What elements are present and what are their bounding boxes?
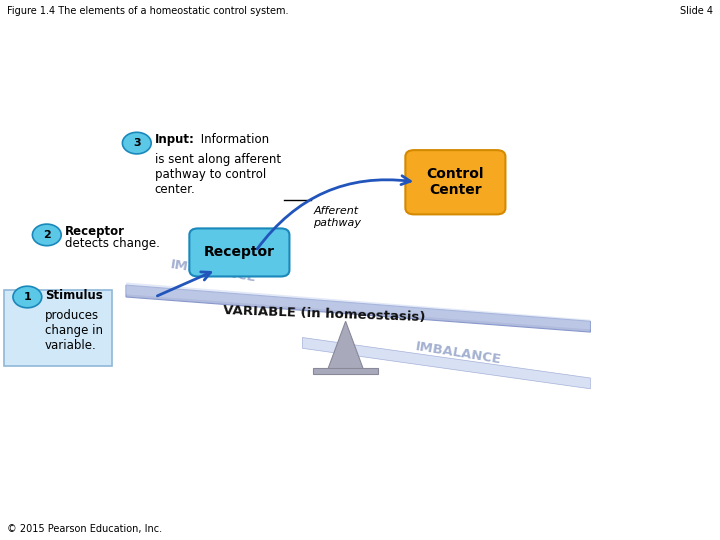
Text: Receptor: Receptor [65, 225, 125, 238]
Text: Figure 1.4 The elements of a homeostatic control system.: Figure 1.4 The elements of a homeostatic… [7, 6, 289, 17]
Text: Afferent
pathway: Afferent pathway [313, 206, 361, 228]
Text: 2: 2 [43, 230, 50, 240]
Polygon shape [126, 282, 590, 329]
Text: Slide 4: Slide 4 [680, 6, 713, 17]
Polygon shape [313, 368, 378, 374]
Text: VARIABLE (in homeostasis): VARIABLE (in homeostasis) [223, 304, 426, 325]
Text: is sent along afferent
pathway to control
center.: is sent along afferent pathway to contro… [155, 153, 281, 196]
Text: detects change.: detects change. [65, 237, 160, 249]
Text: 3: 3 [133, 138, 140, 148]
Text: Stimulus: Stimulus [45, 289, 102, 302]
Text: Input:: Input: [155, 133, 194, 146]
Text: Control
Center: Control Center [427, 167, 484, 197]
Text: Information: Information [197, 133, 269, 146]
Circle shape [13, 286, 42, 308]
Text: © 2015 Pearson Education, Inc.: © 2015 Pearson Education, Inc. [7, 523, 162, 534]
Text: IMBALANCE: IMBALANCE [414, 340, 502, 366]
Text: produces
change in
variable.: produces change in variable. [45, 309, 103, 352]
Text: 1: 1 [24, 292, 31, 302]
Polygon shape [302, 338, 590, 389]
FancyBboxPatch shape [189, 228, 289, 276]
Polygon shape [126, 285, 590, 332]
Text: Receptor: Receptor [204, 246, 275, 259]
Circle shape [122, 132, 151, 154]
Circle shape [32, 224, 61, 246]
Polygon shape [328, 321, 364, 370]
FancyBboxPatch shape [405, 150, 505, 214]
Text: IMBALANCE: IMBALANCE [169, 258, 257, 285]
FancyBboxPatch shape [4, 290, 112, 366]
